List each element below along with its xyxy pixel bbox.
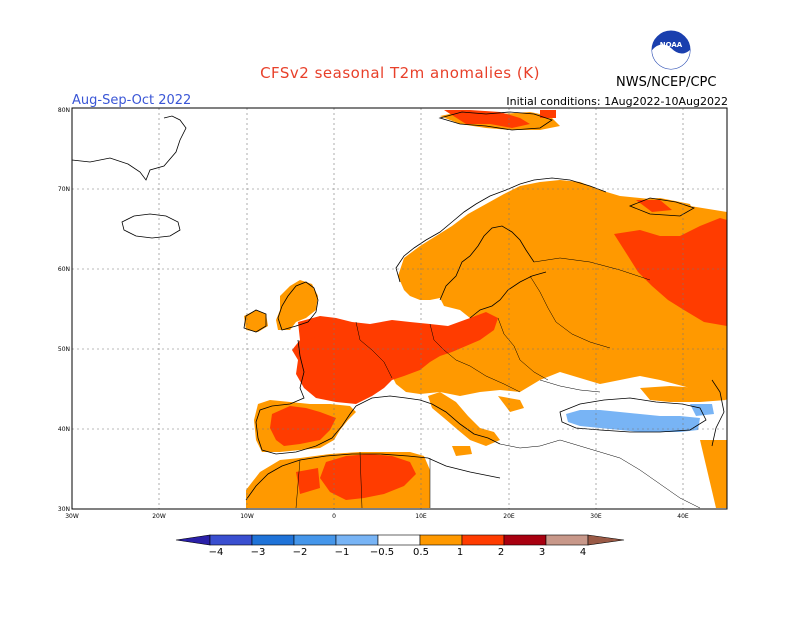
anomaly-warm-strong xyxy=(270,110,727,500)
colorbar-label: 0.5 xyxy=(413,547,429,558)
lon-label: 20E xyxy=(503,513,515,520)
map-title: CFSv2 seasonal T2m anomalies (K) xyxy=(260,64,540,82)
lat-label: 40N xyxy=(58,426,70,433)
lon-label: 30E xyxy=(590,513,602,520)
lon-label: 20W xyxy=(152,513,166,520)
lat-label: 70N xyxy=(58,186,70,193)
lon-label: 40E xyxy=(677,513,689,520)
country-borders xyxy=(295,257,701,509)
colorbar-label: −4 xyxy=(208,547,224,558)
colorbar-segment xyxy=(419,534,463,546)
coastlines xyxy=(72,111,725,501)
colorbar-arrow-right xyxy=(587,534,625,546)
forecast-period: Aug-Sep-Oct 2022 xyxy=(72,93,192,108)
colorbar-segment xyxy=(293,534,337,546)
colorbar-label: 4 xyxy=(579,547,587,558)
colorbar-segment xyxy=(251,534,295,546)
lon-label: 0 xyxy=(332,513,336,520)
lon-label: 30W xyxy=(65,513,79,520)
longitude-labels: 30W 20W 10W 0 10E 20E 30E 40E xyxy=(65,513,689,520)
logo-text: NOAA xyxy=(660,41,683,49)
colorbar-label: 2 xyxy=(497,547,505,558)
colorbar-label: 3 xyxy=(538,547,546,558)
colorbar-label: 1 xyxy=(456,547,464,558)
lat-label: 60N xyxy=(58,266,70,273)
colorbar-segment xyxy=(335,534,379,546)
lat-label: 80N xyxy=(58,107,70,114)
colorbar-segment xyxy=(503,534,547,546)
colorbar-label: −2 xyxy=(292,547,308,558)
colorbar-label: −3 xyxy=(250,547,266,558)
colorbar-segment xyxy=(545,534,589,546)
colorbar-segment xyxy=(377,534,421,546)
colorbar-arrow-left xyxy=(175,534,211,546)
map-frame xyxy=(71,107,728,510)
initial-conditions: Initial conditions: 1Aug2022-10Aug2022 xyxy=(506,95,728,108)
colorbar-label: −0.5 xyxy=(369,547,395,558)
noaa-logo-icon: NOAA xyxy=(651,30,691,70)
lat-label: 30N xyxy=(58,506,70,513)
colorbar-label: −1 xyxy=(334,547,350,558)
lon-label: 10E xyxy=(415,513,427,520)
lat-label: 50N xyxy=(58,346,70,353)
lon-label: 10W xyxy=(240,513,254,520)
graticule xyxy=(72,108,727,509)
latitude-labels: 80N 70N 60N 50N 40N 30N xyxy=(58,107,70,513)
colorbar xyxy=(175,534,625,546)
colorbar-segment xyxy=(461,534,505,546)
organization-label: NWS/NCEP/CPC xyxy=(616,75,717,90)
colorbar-segment xyxy=(209,534,253,546)
